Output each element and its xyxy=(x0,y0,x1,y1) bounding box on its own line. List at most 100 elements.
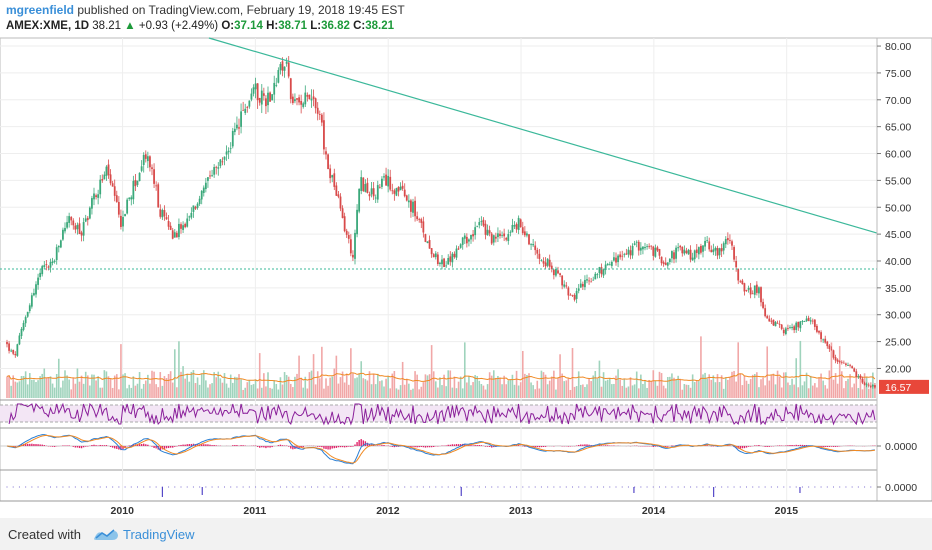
volume-bar xyxy=(231,382,234,398)
candle-body xyxy=(107,164,110,176)
volume-bar xyxy=(851,387,853,398)
volume-bar xyxy=(648,379,650,398)
volume-bar xyxy=(534,389,537,398)
open-value: 37.14 xyxy=(234,20,263,32)
candle-body xyxy=(117,201,120,215)
volume-bar xyxy=(171,382,174,398)
volume-bar xyxy=(111,387,114,398)
volume-bar xyxy=(304,376,307,398)
candle-body xyxy=(221,161,224,163)
candle-body xyxy=(550,265,553,269)
candle-body xyxy=(474,227,477,236)
candle-body xyxy=(706,240,709,241)
chart-canvas[interactable]: 80.00 75.00 70.00 65.00 60.00 55.00 50.00 45.00… xyxy=(0,0,932,518)
candle-body xyxy=(397,186,400,192)
volume-bar xyxy=(89,385,91,398)
volume-bar xyxy=(449,370,452,398)
candle-body xyxy=(120,215,122,227)
candle-body xyxy=(704,240,706,247)
candle-body xyxy=(101,179,104,181)
volume-bar xyxy=(749,379,752,398)
volume-bar xyxy=(263,373,265,398)
volume-bar xyxy=(766,346,769,398)
volume-bar xyxy=(97,376,99,398)
volume-bar xyxy=(662,385,665,398)
last-price-tag xyxy=(879,379,929,394)
tradingview-logo-icon[interactable] xyxy=(92,525,120,543)
volume-bar xyxy=(167,374,170,398)
candle-body xyxy=(227,150,230,153)
volume-bar xyxy=(832,379,835,398)
candle-body xyxy=(167,221,170,227)
volume-bar xyxy=(511,374,514,398)
candle-body xyxy=(240,111,242,127)
volume-bar xyxy=(822,380,824,398)
candle-body xyxy=(526,233,528,236)
volume-bar xyxy=(273,380,276,398)
volume-bar xyxy=(244,387,247,398)
candle-body xyxy=(813,319,816,327)
candle-body xyxy=(755,284,758,293)
volume-bar xyxy=(619,379,621,398)
candle-body xyxy=(68,216,71,223)
symbol-label[interactable]: AMEX:XME, 1D xyxy=(6,20,90,32)
volume-bar xyxy=(165,378,168,398)
up-arrow-icon: ▲ xyxy=(124,20,136,32)
volume-bar xyxy=(414,371,416,398)
candle-body xyxy=(575,290,578,299)
volume-bar xyxy=(329,377,331,398)
candle-body xyxy=(604,264,607,271)
candle-body xyxy=(840,361,843,363)
candle-body xyxy=(652,246,655,256)
candle-body xyxy=(434,253,437,258)
candle-body xyxy=(385,174,387,186)
candle-body xyxy=(590,281,593,283)
volume-bar xyxy=(538,388,541,398)
candle-body xyxy=(689,249,692,260)
candle-body xyxy=(561,275,564,286)
volume-bar xyxy=(12,375,15,398)
candle-body xyxy=(358,188,361,212)
candle-body xyxy=(37,277,39,285)
candle-body xyxy=(830,349,833,351)
volume-bar xyxy=(113,375,116,398)
volume-bar xyxy=(563,381,566,398)
candle-body xyxy=(389,176,392,190)
tradingview-brand[interactable]: TradingView xyxy=(123,527,195,542)
volume-bar xyxy=(242,389,244,398)
candle-body xyxy=(57,245,60,248)
candle-body xyxy=(366,182,369,193)
candle-body xyxy=(741,280,744,285)
price-tick-label: 45.00 xyxy=(885,229,911,241)
close-value: 38.21 xyxy=(365,20,394,32)
candle-body xyxy=(793,326,796,331)
volume-bar xyxy=(308,372,311,398)
volume-bar xyxy=(797,387,800,398)
candle-body xyxy=(35,284,37,295)
volume-bar xyxy=(598,360,601,398)
author-link[interactable]: mgreenfield xyxy=(6,3,75,17)
candle-body xyxy=(602,269,605,276)
candle-body xyxy=(718,248,721,256)
volume-bar xyxy=(463,342,466,398)
candle-body xyxy=(751,293,754,295)
candle-body xyxy=(99,179,102,195)
volume-bar xyxy=(867,388,870,398)
volume-bar xyxy=(855,377,858,398)
candle-body xyxy=(760,287,762,303)
volume-bar xyxy=(720,375,723,398)
volume-bar xyxy=(86,375,89,398)
volume-bar xyxy=(358,373,360,398)
chart-overlays xyxy=(0,37,878,270)
candle-body xyxy=(869,385,872,387)
candle-body xyxy=(658,249,661,256)
candle-body xyxy=(766,316,769,319)
volume-bar xyxy=(656,385,659,398)
volume-bar xyxy=(57,358,60,398)
time-tick-label: 2015 xyxy=(775,505,799,517)
candle-body xyxy=(86,217,89,221)
volume-bar xyxy=(248,380,251,398)
volume-bar xyxy=(492,370,495,398)
volume-bar xyxy=(764,385,766,398)
candle-body xyxy=(236,124,238,129)
